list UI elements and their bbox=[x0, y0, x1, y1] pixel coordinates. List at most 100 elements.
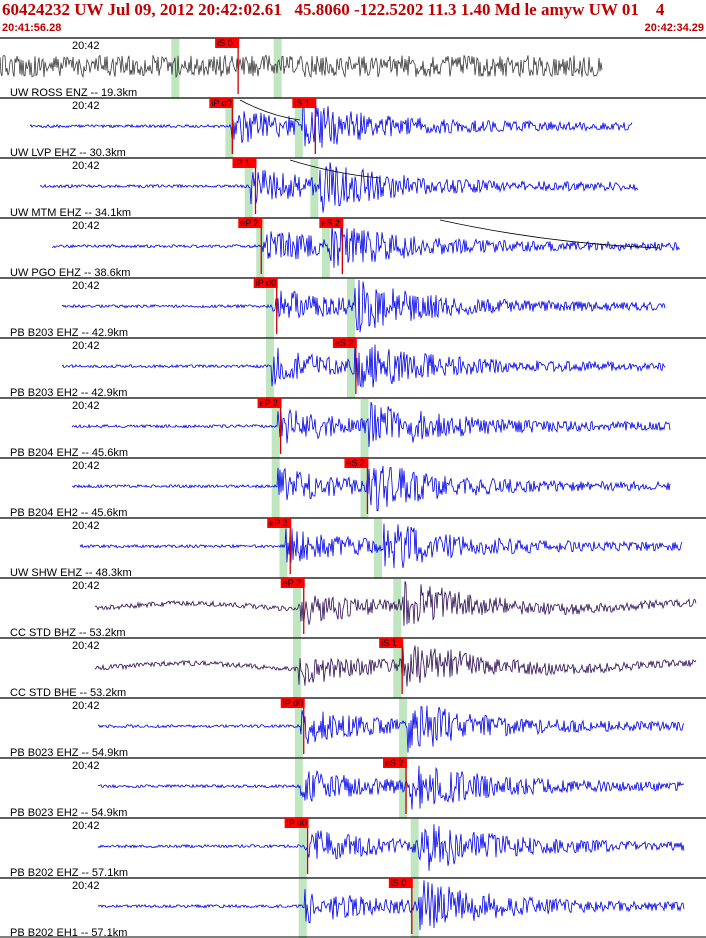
trace-row: 20:42 iP d0 PB B203 EHZ -- 42.9km bbox=[0, 277, 706, 339]
waveform bbox=[61, 343, 666, 389]
s-window-band bbox=[310, 159, 319, 218]
waveform bbox=[39, 162, 639, 213]
waveform bbox=[94, 581, 697, 626]
time-tick-label: 20:42 bbox=[72, 160, 100, 172]
phase-pick: eS 2 bbox=[319, 218, 344, 274]
p-window-band bbox=[244, 159, 253, 218]
waveform bbox=[61, 279, 666, 333]
phase-pick: iS 1 bbox=[379, 638, 404, 694]
p-window-band bbox=[265, 339, 274, 398]
pick-flag bbox=[280, 578, 305, 588]
pick-flag bbox=[267, 518, 292, 528]
trace-row: 20:42 eS 2 PB B204 EH2 -- 45.6km bbox=[0, 457, 706, 519]
s-window-band bbox=[321, 219, 330, 278]
p-window-band bbox=[292, 639, 301, 698]
event-title: 60424232 UW Jul 09, 2012 20:42:02.61 45.… bbox=[2, 0, 665, 19]
pick-flag bbox=[209, 98, 234, 108]
pick-flag bbox=[383, 758, 408, 768]
p-window-band bbox=[271, 399, 280, 458]
waveform bbox=[71, 401, 671, 448]
coda-decay-curve bbox=[439, 219, 661, 249]
trace-label: PB B203 EHZ -- 42.9km bbox=[10, 327, 128, 339]
trace-label: CC STD BHE -- 53.2km bbox=[10, 687, 126, 699]
trace-label: PB B023 EHZ -- 54.9km bbox=[10, 747, 128, 759]
p-window-band bbox=[294, 699, 303, 758]
phase-pick: iP d0 bbox=[253, 278, 278, 334]
trace-label: UW SHW EHZ -- 48.3km bbox=[10, 567, 132, 579]
trace-row: 20:42 iS 1 CC STD BHE -- 53.2km bbox=[0, 637, 706, 699]
time-tick-label: 20:42 bbox=[72, 40, 100, 52]
p-window-band bbox=[298, 819, 307, 878]
time-tick-label: 20:42 bbox=[72, 760, 100, 772]
phase-pick: eP 2 bbox=[257, 398, 282, 454]
pick-flag bbox=[344, 458, 369, 468]
waveform bbox=[97, 705, 685, 753]
trace-row: 20:42 eP 2 UW SHW EHZ -- 48.3km bbox=[0, 517, 706, 579]
time-tick-label: 20:42 bbox=[72, 820, 100, 832]
trace-row: 20:42 iP d0 iS 1 UW LVP EHZ -- 30.3km bbox=[0, 97, 706, 159]
trace-label: UW PGO EHZ -- 38.6km bbox=[10, 267, 130, 279]
pick-flag bbox=[232, 158, 257, 168]
coda-decay-curve bbox=[239, 99, 301, 121]
s-window-band bbox=[410, 879, 419, 938]
waveform bbox=[29, 104, 633, 148]
time-tick-label: 20:42 bbox=[72, 520, 100, 532]
phase-pick: eP 2 bbox=[267, 518, 292, 574]
trace-row: 20:42 iP d0 PB B023 EHZ -- 54.9km bbox=[0, 697, 706, 759]
pick-label: iP 1 bbox=[234, 158, 249, 168]
time-tick-label: 20:42 bbox=[72, 100, 100, 112]
trace-row: 20:42 eP 2 eS 2 UW PGO EHZ -- 38.6km bbox=[0, 217, 706, 279]
pick-label: eS 2 bbox=[321, 218, 340, 228]
trace-row: 20:42 iP d0 PB B202 EHZ -- 57.1km bbox=[0, 817, 706, 879]
pick-label: iS 1 bbox=[381, 638, 397, 648]
phase-pick: eS 2 bbox=[383, 758, 408, 814]
pick-label: iP d0 bbox=[283, 698, 303, 708]
time-tick-label: 20:42 bbox=[72, 220, 100, 232]
time-tick-label: 20:42 bbox=[72, 700, 100, 712]
waveform bbox=[97, 765, 685, 810]
trace-label: PB B202 EHZ -- 57.1km bbox=[10, 867, 128, 879]
phase-pick: iP d0 bbox=[284, 818, 309, 874]
time-tick-label: 20:42 bbox=[72, 340, 100, 352]
waveform bbox=[0, 54, 603, 79]
pick-flag bbox=[280, 698, 305, 708]
pick-label: iS 1 bbox=[294, 98, 310, 108]
trace-row: 20:42 eP 2 PB B204 EHZ -- 45.6km bbox=[0, 397, 706, 459]
trace-label: UW LVP EHZ -- 30.3km bbox=[10, 147, 126, 159]
pick-label: iP d0 bbox=[211, 98, 231, 108]
s-window-band bbox=[294, 99, 303, 158]
phase-pick: eS 2 bbox=[344, 458, 369, 514]
pick-flag bbox=[257, 398, 282, 408]
pick-label: eS 2 bbox=[335, 338, 354, 348]
waveform bbox=[71, 465, 671, 512]
phase-pick: eP 2 bbox=[280, 578, 305, 634]
pick-flag bbox=[284, 818, 309, 828]
phase-pick: iS 0 bbox=[215, 38, 240, 94]
p-window-band bbox=[265, 279, 274, 338]
trace-row: 20:42 iS 0 UW ROSS ENZ -- 19.3km bbox=[0, 37, 706, 99]
pick-flag bbox=[332, 338, 357, 348]
pick-label: eP 2 bbox=[240, 218, 258, 228]
pick-label: eP 2 bbox=[283, 578, 301, 588]
trace-row: 20:42 iP 1 UW MTM EHZ -- 34.1km bbox=[0, 157, 706, 219]
trace-row: 20:42 eS 2 PB B023 EH2 -- 54.9km bbox=[0, 757, 706, 819]
pick-flag bbox=[292, 98, 317, 108]
trace-label: PB B023 EH2 -- 54.9km bbox=[10, 807, 127, 819]
time-tick-label: 20:42 bbox=[72, 640, 100, 652]
phase-pick: iS 1 bbox=[292, 98, 317, 154]
p-window-band bbox=[279, 519, 288, 578]
trace-label: PB B204 EH2 -- 45.6km bbox=[10, 507, 127, 519]
pick-label: eS 2 bbox=[385, 758, 404, 768]
p-window-band bbox=[256, 219, 265, 278]
pick-label: eP 2 bbox=[269, 518, 287, 528]
pick-flag bbox=[379, 638, 404, 648]
s-window-band bbox=[399, 759, 408, 818]
pick-label: eS 2 bbox=[346, 458, 365, 468]
time-tick-label: 20:42 bbox=[72, 880, 100, 892]
phase-pick: eP 2 bbox=[238, 218, 263, 274]
pick-flag bbox=[388, 878, 413, 888]
time-tick-label: 20:42 bbox=[72, 580, 100, 592]
p-window-band bbox=[292, 579, 301, 638]
pick-label: iS 0 bbox=[217, 38, 233, 48]
